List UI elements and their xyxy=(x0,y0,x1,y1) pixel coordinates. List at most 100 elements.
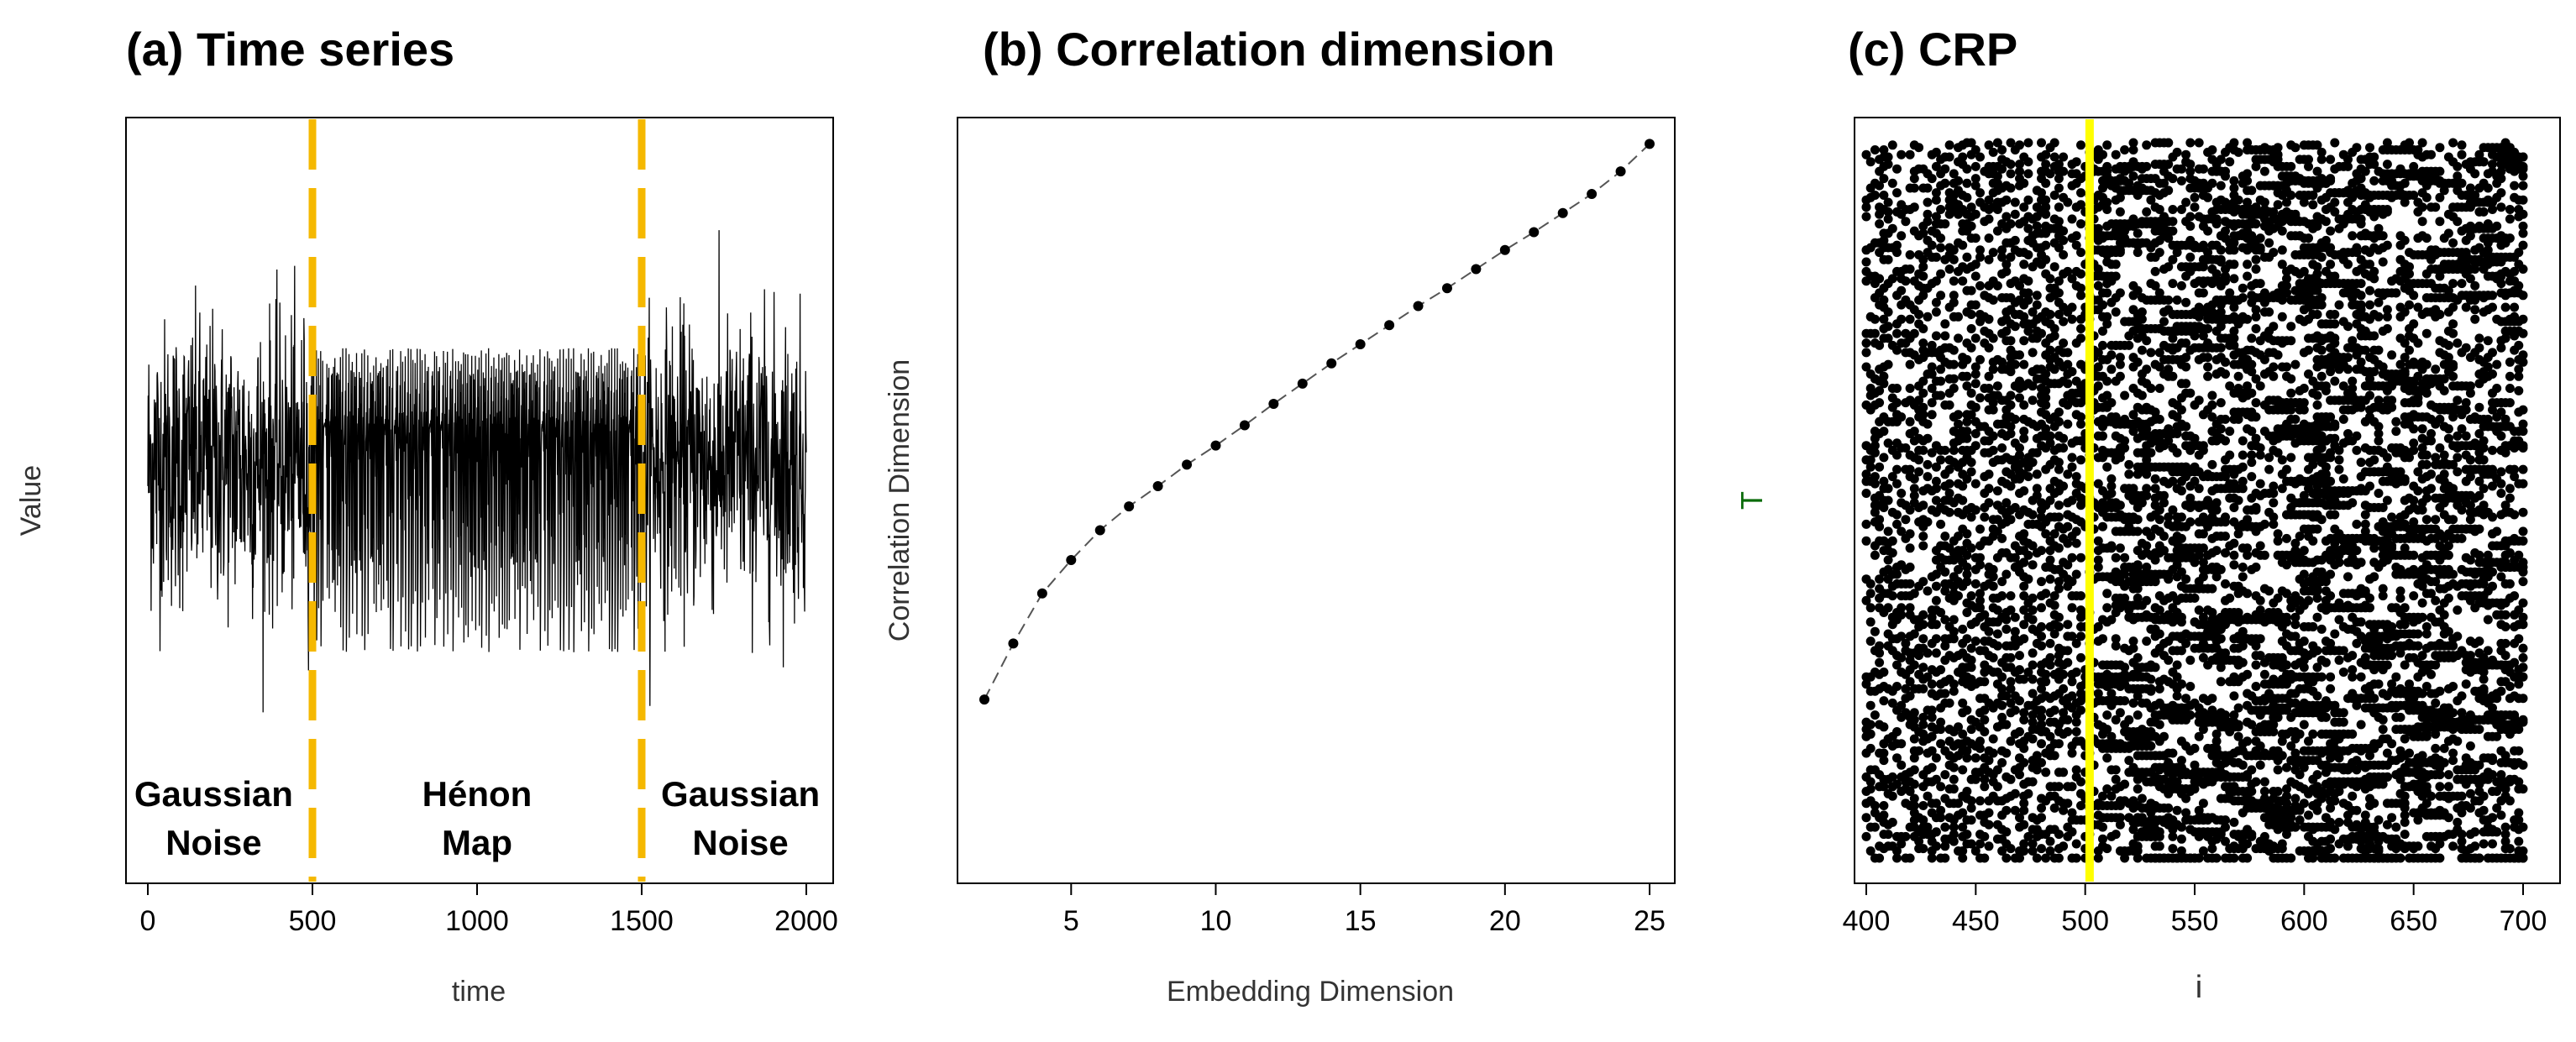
recurrence-point xyxy=(1936,390,1946,401)
recurrence-point xyxy=(1970,209,1981,219)
panel-b-plot-area xyxy=(979,139,1655,705)
recurrence-point xyxy=(1962,830,1972,840)
recurrence-point xyxy=(1887,472,1897,482)
recurrence-point xyxy=(1936,782,1946,792)
recurrence-point xyxy=(1992,171,2002,181)
recurrence-point xyxy=(1875,574,1885,584)
recurrence-point xyxy=(2098,149,2107,160)
recurrence-point xyxy=(2185,221,2196,231)
recurrence-point xyxy=(2159,531,2169,542)
recurrence-point xyxy=(2326,672,2336,682)
recurrence-point xyxy=(1954,419,1963,429)
recurrence-point xyxy=(2207,145,2217,154)
recurrence-point xyxy=(2006,169,2016,179)
recurrence-point xyxy=(1975,354,1985,364)
recurrence-point xyxy=(1997,672,2007,682)
recurrence-point xyxy=(2037,705,2046,715)
recurrence-point xyxy=(1914,455,1924,465)
recurrence-point xyxy=(1861,149,1871,160)
recurrence-point xyxy=(2115,708,2125,718)
correlation-line xyxy=(984,143,1650,700)
panel-b-frame xyxy=(957,117,1676,884)
recurrence-point xyxy=(2111,830,2121,840)
recurrence-point xyxy=(1918,620,1928,630)
recurrence-point xyxy=(1905,359,1915,369)
recurrence-point xyxy=(2137,164,2147,174)
recurrence-point xyxy=(1988,295,1998,305)
recurrence-point xyxy=(1870,507,1880,517)
recurrence-point xyxy=(2032,448,2042,458)
recurrence-point xyxy=(2054,202,2064,212)
recurrence-point xyxy=(1918,662,1928,673)
recurrence-point xyxy=(2259,197,2269,207)
x-tick-label: 20 xyxy=(1489,905,1521,937)
recurrence-point xyxy=(2041,424,2051,434)
recurrence-point xyxy=(1984,314,1994,324)
recurrence-point xyxy=(2269,498,2279,508)
recurrence-point xyxy=(2247,472,2257,482)
recurrence-point xyxy=(2037,546,2046,556)
recurrence-point xyxy=(2154,205,2164,214)
recurrence-point xyxy=(1997,846,2007,856)
recurrence-point xyxy=(2124,178,2134,188)
recurrence-point xyxy=(2037,844,2046,854)
recurrence-point xyxy=(2028,839,2038,849)
recurrence-point xyxy=(1897,149,1907,160)
recurrence-point xyxy=(1892,853,1902,863)
recurrence-point xyxy=(1975,280,1985,291)
recurrence-point xyxy=(2146,686,2156,696)
recurrence-point xyxy=(2037,813,2046,823)
recurrence-point xyxy=(1870,448,1880,458)
recurrence-point xyxy=(1879,748,1889,758)
recurrence-point xyxy=(2295,291,2305,301)
recurrence-point xyxy=(2295,474,2305,484)
recurrence-point xyxy=(1970,579,1981,589)
recurrence-point xyxy=(1962,427,1972,437)
recurrence-point xyxy=(2164,160,2174,170)
recurrence-point xyxy=(1984,808,1994,818)
recurrence-point xyxy=(1892,519,1902,529)
recurrence-point xyxy=(2251,412,2261,422)
data-point xyxy=(1587,189,1598,200)
recurrence-point xyxy=(1962,550,1972,560)
recurrence-point xyxy=(2251,777,2261,787)
recurrence-point xyxy=(2269,512,2279,522)
annotation-label: Noise xyxy=(165,823,261,862)
recurrence-point xyxy=(1905,464,1915,474)
recurrence-point xyxy=(1975,743,1985,753)
recurrence-point xyxy=(2190,462,2200,472)
recurrence-point xyxy=(2316,345,2327,355)
recurrence-point xyxy=(2124,469,2134,479)
recurrence-point xyxy=(1962,787,1972,796)
recurrence-point xyxy=(2146,660,2156,670)
recurrence-point xyxy=(2041,254,2051,264)
recurrence-point xyxy=(2330,319,2340,329)
recurrence-point xyxy=(1865,729,1876,739)
recurrence-point xyxy=(2120,853,2130,863)
recurrence-point xyxy=(1879,722,1889,732)
recurrence-point xyxy=(2168,205,2178,214)
recurrence-point xyxy=(1879,668,1889,677)
recurrence-point xyxy=(2142,739,2152,749)
recurrence-point xyxy=(2168,226,2178,236)
recurrence-point xyxy=(2259,787,2269,796)
recurrence-point xyxy=(1944,464,1954,474)
recurrence-point xyxy=(2102,140,2112,150)
recurrence-point xyxy=(2142,541,2152,551)
recurrence-point xyxy=(1940,586,1950,596)
recurrence-point xyxy=(2028,381,2038,391)
recurrence-point xyxy=(2045,495,2055,505)
recurrence-point xyxy=(1892,846,1902,856)
recurrence-point xyxy=(1879,314,1889,324)
recurrence-point xyxy=(1905,787,1915,796)
recurrence-point xyxy=(1879,235,1889,245)
recurrence-point xyxy=(1975,552,1985,563)
recurrence-point xyxy=(1892,727,1902,736)
recurrence-point xyxy=(1992,381,2002,391)
recurrence-point xyxy=(2045,555,2055,565)
recurrence-point xyxy=(2190,331,2200,341)
recurrence-point xyxy=(1883,555,1893,565)
recurrence-point xyxy=(1861,679,1871,689)
recurrence-point xyxy=(1949,384,1959,393)
recurrence-point xyxy=(2207,279,2217,289)
